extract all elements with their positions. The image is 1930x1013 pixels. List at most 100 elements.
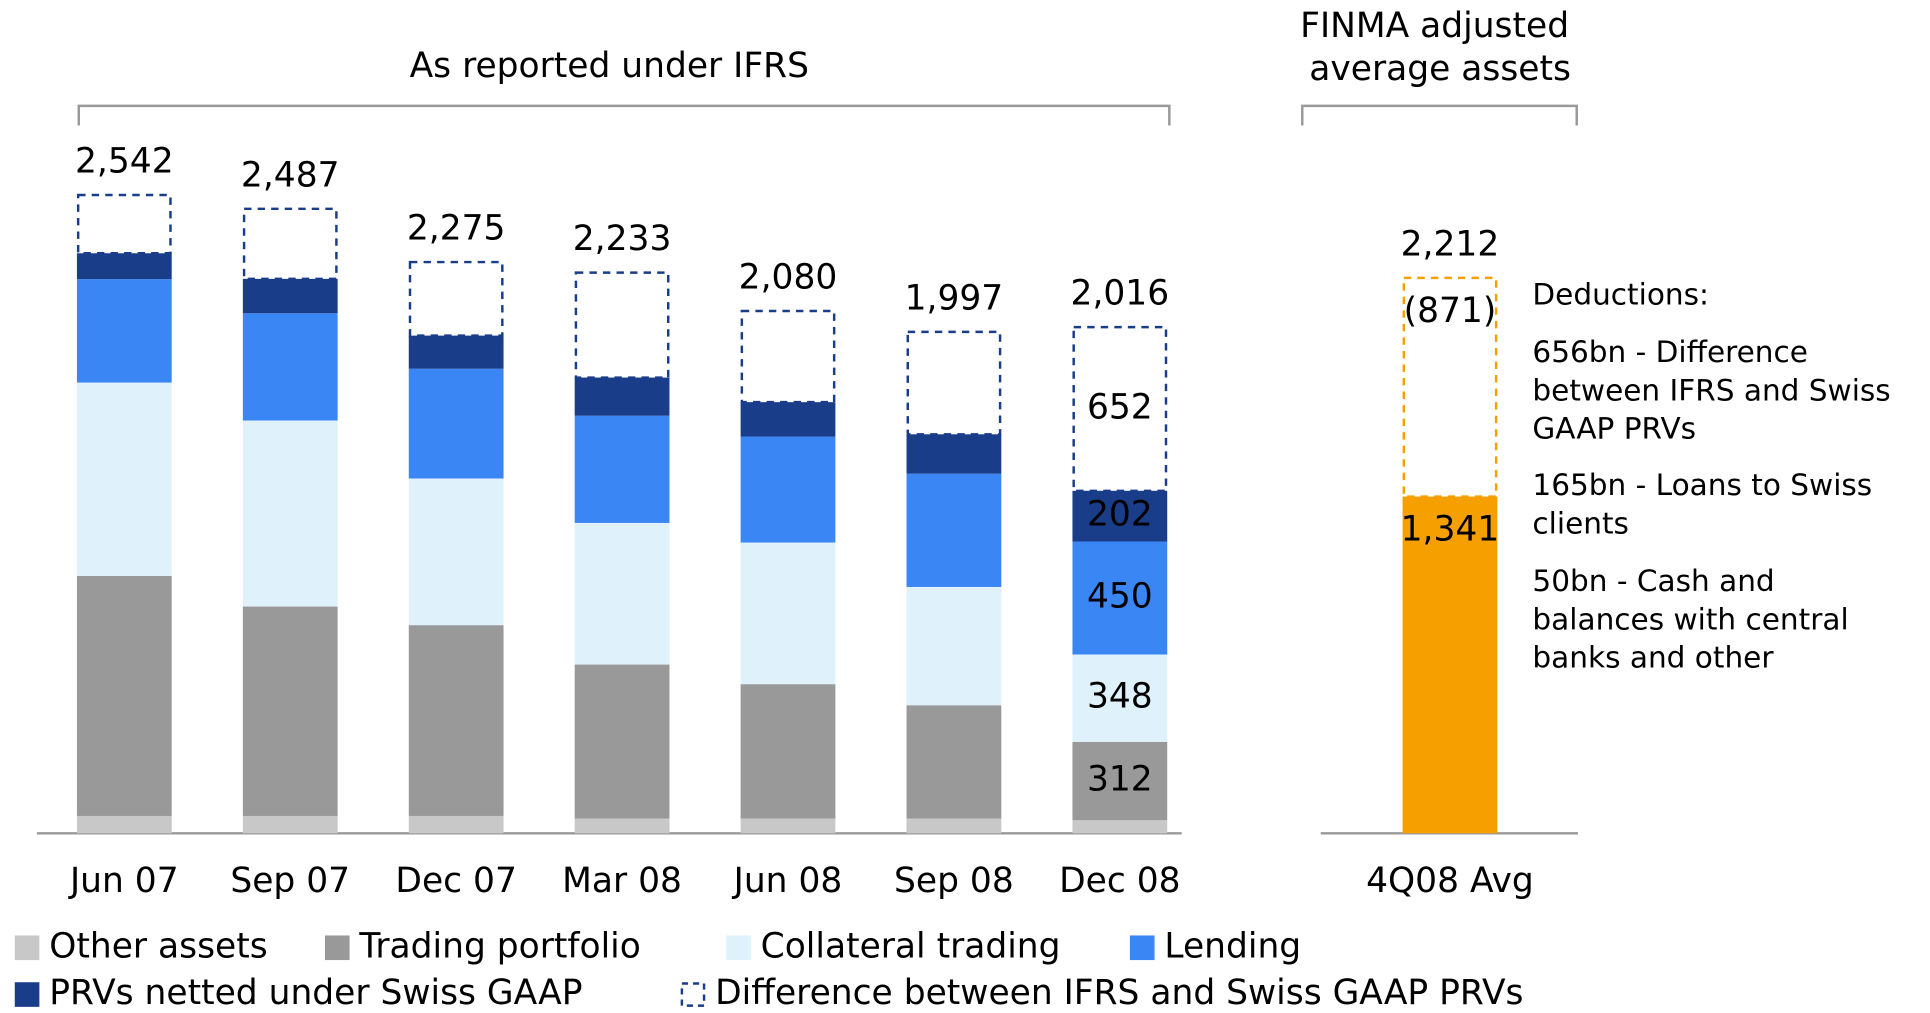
text-line: balances with central <box>1532 602 1858 636</box>
bar-segment <box>740 402 836 437</box>
value-label: 202 <box>1087 495 1153 535</box>
x-tick-label: Jun 07 <box>68 861 179 901</box>
bar-segment <box>574 415 670 523</box>
bar-segment-dashed <box>408 260 504 337</box>
bar-segment <box>740 436 836 543</box>
total-label: 2,275 <box>407 209 506 249</box>
value-label: 652 <box>1087 387 1153 427</box>
bar-segment <box>76 279 172 383</box>
bar-segment-dashed <box>1402 276 1498 498</box>
x-tick-label: Dec 08 <box>1059 861 1180 901</box>
bar-segment <box>76 253 172 280</box>
value-label: (871) <box>1404 291 1497 331</box>
annotation: 50bn - Cash and balances with central ba… <box>1532 564 1858 674</box>
x-tick-label: Sep 07 <box>230 861 350 901</box>
bar-segment-dashed <box>574 271 670 379</box>
bar-segment <box>408 335 504 369</box>
total-label: 2,542 <box>75 142 174 182</box>
bar-segment <box>242 815 338 834</box>
bar-segment <box>1072 820 1168 834</box>
annotation: Deductions: <box>1532 277 1709 311</box>
bar-segment-dashed <box>76 193 172 255</box>
bar-segment <box>740 684 836 819</box>
x-tick-label: Mar 08 <box>562 861 682 901</box>
legend-swatch <box>680 982 706 1007</box>
legend-label: Difference between IFRS and Swiss GAAP P… <box>715 973 1523 1013</box>
text-line: 50bn - Cash and <box>1532 564 1784 598</box>
bar-segment <box>574 522 670 665</box>
bar-segment <box>1402 496 1498 834</box>
legend-label: PRVs netted under Swiss GAAP <box>49 973 582 1013</box>
bar-segment <box>242 313 338 421</box>
x-tick-label: Sep 08 <box>894 861 1014 901</box>
bar-segment <box>906 818 1002 834</box>
legend-label: Lending <box>1164 926 1301 966</box>
legend-label: Trading portfolio <box>358 926 640 966</box>
x-tick-label: 4Q08 Avg <box>1366 861 1534 901</box>
x-tick-label: Dec 07 <box>395 861 516 901</box>
bar-segment <box>408 625 504 816</box>
legend-label: Collateral trading <box>761 926 1061 966</box>
bar-segment <box>574 377 670 416</box>
value-label: 450 <box>1087 577 1153 617</box>
chart-title: As reported under IFRS <box>410 46 809 86</box>
bar-segment <box>1072 654 1168 742</box>
text-line: banks and other <box>1532 640 1774 674</box>
legend-swatch <box>726 935 751 961</box>
bar-segment <box>408 478 504 626</box>
bar-segment-dashed <box>242 207 338 281</box>
bar-segment <box>1072 741 1168 821</box>
bar-segment <box>76 815 172 834</box>
legend-swatch <box>14 935 40 961</box>
text-line: FINMA adjusted <box>1300 6 1580 46</box>
bracket <box>1301 104 1578 126</box>
total-label: 2,233 <box>573 219 672 259</box>
annotation: 656bn - Difference between IFRS and Swis… <box>1532 335 1900 445</box>
bar-segment <box>242 420 338 607</box>
legend-swatch <box>1129 935 1155 961</box>
legend-label: Other assets <box>49 926 267 966</box>
bar-segment <box>408 368 504 479</box>
legend-swatch <box>324 935 350 961</box>
total-label: 2,080 <box>739 258 838 298</box>
bar-segment <box>906 705 1002 819</box>
total-label: 1,997 <box>905 278 1004 318</box>
value-label: 312 <box>1087 760 1153 800</box>
bar-segment-dashed <box>906 330 1002 436</box>
text-line: 165bn - Loans to Swiss <box>1532 468 1881 502</box>
chart-title: FINMA adjusted average assets <box>1300 6 1580 89</box>
total-label: 2,016 <box>1071 274 1170 314</box>
bar-segment <box>906 473 1002 587</box>
bar-segment <box>76 382 172 576</box>
bar-segment <box>740 542 836 685</box>
bar-segment <box>740 818 836 834</box>
bar-segment <box>574 818 670 834</box>
bar-segment <box>408 815 504 834</box>
text-line: between IFRS and Swiss <box>1532 373 1900 407</box>
bar-segment <box>906 434 1002 474</box>
text-line: Deductions: <box>1532 277 1709 311</box>
text-line: GAAP PRVs <box>1532 411 1696 445</box>
value-label: 1,341 <box>1401 510 1500 550</box>
total-label: 2,487 <box>241 155 340 195</box>
bar-segment <box>1072 490 1168 542</box>
text-line: clients <box>1532 506 1629 540</box>
bracket <box>77 104 1171 126</box>
bar-segment <box>242 606 338 816</box>
bar-segment <box>574 664 670 819</box>
annotation: 165bn - Loans to Swiss clients <box>1532 468 1881 540</box>
text-line: average assets <box>1309 49 1571 89</box>
bar-segment <box>242 278 338 314</box>
bar-segment-dashed <box>1072 325 1168 493</box>
bar-segment <box>906 586 1002 706</box>
x-tick-label: Jun 08 <box>732 861 843 901</box>
bar-segment <box>76 575 172 816</box>
text-line: 656bn - Difference <box>1532 335 1817 369</box>
value-label: 348 <box>1087 677 1153 717</box>
bar-segment <box>1072 541 1168 655</box>
legend-swatch <box>14 982 40 1007</box>
total-label: 2,212 <box>1401 224 1500 264</box>
bar-segment-dashed <box>740 309 836 404</box>
